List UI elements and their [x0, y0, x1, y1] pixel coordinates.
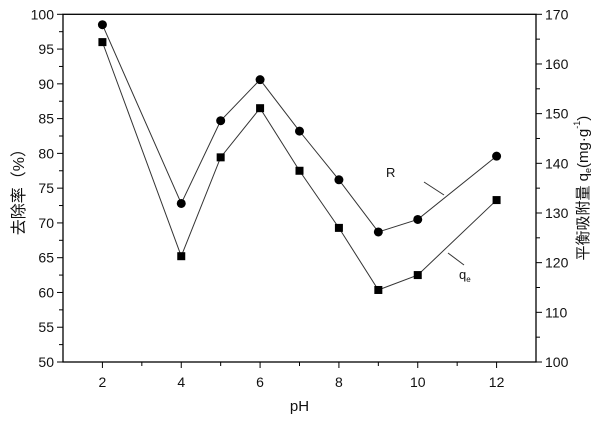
series-label-qe-leader: [447, 252, 465, 266]
y-right-label-part: -1: [572, 121, 582, 129]
data-point-square: [413, 271, 422, 280]
y-left-tick-label: 55: [38, 319, 54, 335]
data-point-square: [177, 252, 186, 261]
data-point-circle: [176, 198, 186, 208]
x-tick-label: 12: [489, 374, 505, 390]
y-right-label-part: e: [583, 168, 593, 173]
series-label-qe-sub: e: [466, 275, 471, 284]
y-left-tick-label: 65: [38, 250, 54, 266]
y-right-label-part: 平衡吸附量 q: [575, 173, 592, 261]
data-point-square: [374, 285, 383, 294]
x-tick-label: 4: [177, 374, 185, 390]
y-right-tick-label: 160: [545, 56, 569, 72]
data-point-circle: [97, 20, 107, 30]
data-point-circle: [334, 175, 344, 185]
y-right-tick-label: 140: [545, 155, 569, 171]
series-label-r: R: [386, 165, 395, 180]
y-right-label-part: ): [575, 116, 592, 121]
data-point-square: [334, 223, 343, 232]
y-left-tick-label: 80: [38, 145, 54, 161]
x-axis-label: pH: [290, 398, 309, 415]
data-point-square: [98, 38, 107, 47]
data-point-circle: [413, 214, 423, 224]
x-tick-label: 8: [335, 374, 343, 390]
x-tick-label: 10: [410, 374, 426, 390]
y-right-tick-label: 170: [545, 6, 569, 22]
y-left-tick-label: 50: [38, 354, 54, 370]
y-left-tick-label: 90: [38, 76, 54, 92]
series-label-qe: qe: [459, 267, 471, 284]
data-point-square: [216, 153, 225, 162]
data-point-square: [492, 196, 501, 205]
data-point-circle: [373, 227, 383, 237]
data-point-circle: [492, 151, 502, 161]
y-left-tick-label: 100: [31, 6, 55, 22]
y-left-tick-label: 85: [38, 111, 54, 127]
y-right-tick-label: 130: [545, 205, 569, 221]
y-right-tick-label: 110: [545, 304, 568, 320]
y-right-axis-label: 平衡吸附量 qe(mg·g-1): [572, 116, 593, 261]
y-left-tick-label: 95: [38, 41, 54, 57]
data-point-circle: [216, 116, 226, 126]
y-right-tick-label: 100: [545, 354, 569, 370]
y-left-axis-label: 去除率（%）: [10, 141, 28, 235]
x-tick-label: 6: [256, 374, 264, 390]
y-right-label-part: (mg·g: [575, 129, 592, 168]
data-point-square: [295, 166, 304, 175]
y-left-tick-label: 70: [38, 215, 54, 231]
y-left-tick-label: 60: [38, 284, 54, 300]
series-line-qe: [101, 41, 497, 291]
data-point-circle: [255, 75, 265, 85]
y-left-tick-label: 75: [38, 180, 54, 196]
plot-frame: [62, 13, 537, 363]
y-right-tick-label: 120: [545, 255, 569, 271]
x-tick-label: 2: [99, 374, 107, 390]
series-label-r-leader: [423, 181, 445, 196]
y-right-tick-label: 150: [545, 106, 569, 122]
data-point-circle: [295, 126, 304, 136]
data-point-square: [256, 104, 265, 113]
